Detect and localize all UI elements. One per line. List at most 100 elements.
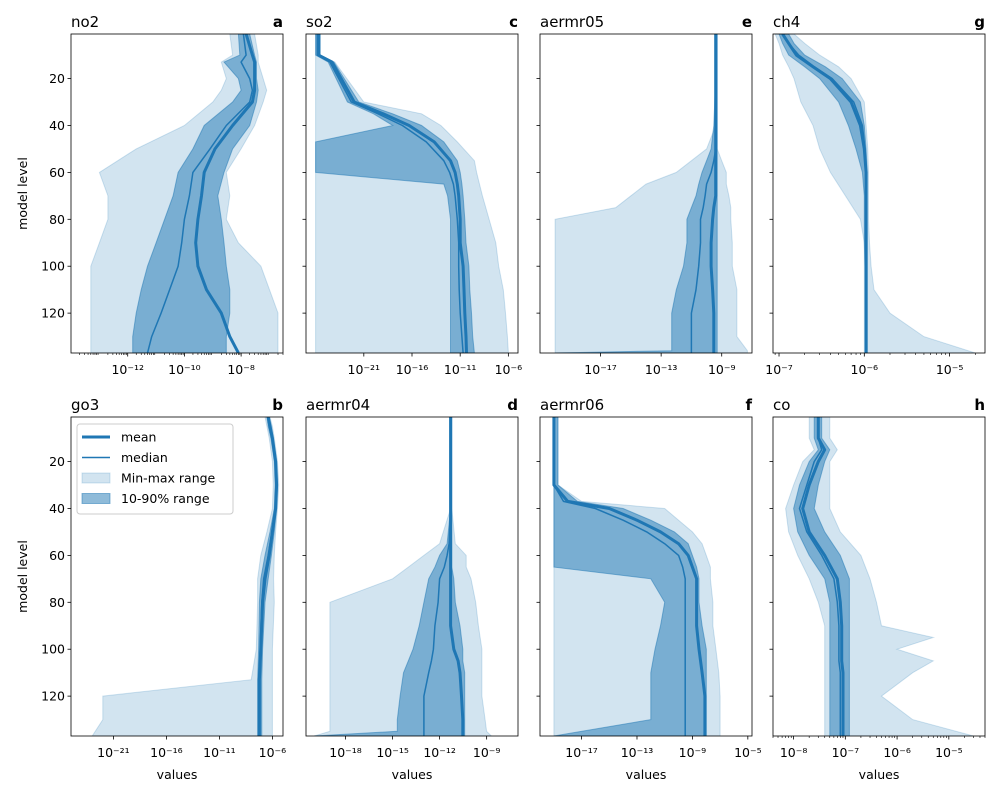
y-tick-label: 60 [49,548,65,563]
x-tick-label: 10⁻⁶ [495,362,523,377]
plot-area [91,417,280,736]
x-tick-label: 10⁻¹³ [645,362,678,377]
plot-area [314,417,493,736]
panel-letter: e [742,13,752,31]
panel-title: ch4 [773,13,800,31]
axes-frame [539,416,753,737]
panel-title: so2 [306,13,333,31]
legend-label: median [121,450,168,465]
x-axis-label: values [859,767,900,782]
y-tick-label: 60 [49,165,65,180]
x-tick-label: 10⁻⁹ [473,745,501,760]
panel-letter: d [507,396,518,414]
x-tick-label: 10⁻¹⁸ [329,745,362,760]
median-line [316,34,464,353]
x-tick-label: 10⁻¹³ [621,745,654,760]
mean-line [552,417,707,736]
x-axis-label: values [392,767,433,782]
panel-letter: g [974,13,985,31]
x-tick-label: 10⁻⁹ [708,362,736,377]
y-tick-label: 100 [41,259,65,274]
pct-band [778,34,868,353]
median-line [553,417,686,736]
panel-aermr05: 10⁻¹⁷ 10⁻¹³ 10⁻⁹ aermr05 e [536,13,753,377]
x-axis-label: values [157,767,198,782]
y-tick-label: 40 [49,501,65,516]
y-tick-label: 80 [49,595,65,610]
x-tick-label: 10⁻⁶ [883,745,911,760]
mean-line [317,34,468,353]
median-line [146,34,254,353]
legend-label: Min-max range [121,471,216,486]
panel-so2: 10⁻²¹ 10⁻¹⁶ 10⁻¹¹ 10⁻⁶ so2 c [302,13,523,377]
y-axis-label: model level [15,157,30,230]
mean-line [257,417,279,736]
x-tick-label: 10⁻⁷ [765,362,793,377]
x-tick-label: 10⁻¹¹ [203,745,236,760]
x-tick-label: 10⁻⁷ [832,745,860,760]
minmax-band [554,34,748,353]
mean-line [781,34,868,353]
x-tick-label: 10⁻²¹ [97,745,130,760]
x-tick-label: 10⁻¹⁵ [376,745,409,760]
legend-label: 10-90% range [121,491,210,506]
panel-title: aermr06 [540,396,604,414]
mean-line [449,417,465,736]
panel-no2: 20 40 60 80 100 120 10⁻¹² 10⁻¹⁰ 10⁻⁸ no2 a model le… [15,13,284,377]
x-tick-label: 10⁻¹¹ [444,362,477,377]
y-tick-label: 20 [49,71,65,86]
y-tick-label: 40 [49,118,65,133]
x-axis-label: values [626,767,667,782]
x-tick-label: 10⁻¹⁰ [168,362,201,377]
y-tick-label: 100 [41,642,65,657]
panel-title: go3 [71,396,99,414]
axes-frame [772,33,986,354]
legend-box [76,423,234,515]
x-tick-label: 10⁻⁸ [227,362,255,377]
legend-minmax-swatch [81,472,111,484]
plot-area [785,417,974,736]
legend-label: mean [121,430,156,445]
median-line [798,417,842,736]
plot-area [315,34,509,353]
plot-area [554,34,748,353]
pct-band [132,34,259,353]
axes-frame [70,416,284,737]
panel-ch4: 10⁻⁷ 10⁻⁶ 10⁻⁵ ch4 g [765,13,986,377]
panel-title: aermr04 [306,396,370,414]
axes-frame [305,416,519,737]
x-tick-label: 10⁻⁵ [935,745,963,760]
x-tick-label: 10⁻⁹ [679,745,707,760]
x-tick-label: 10⁻²¹ [348,362,381,377]
panel-letter: h [974,396,985,414]
panel-letter: a [273,13,283,31]
x-tick-label: 10⁻¹² [423,745,456,760]
x-tick-label: 10⁻¹⁷ [584,362,617,377]
x-tick-label: 10⁻⁵ [936,362,964,377]
pct-band [553,417,707,736]
x-tick-label: 10⁻¹⁶ [150,745,183,760]
mean-line [801,417,845,736]
x-tick-label: 10⁻¹⁶ [396,362,429,377]
x-tick-label: 10⁻⁵ [734,745,762,760]
axes-frame [539,33,753,354]
axes-frame [772,416,986,737]
panel-title: no2 [71,13,99,31]
x-tick-label: 10⁻⁶ [259,745,287,760]
x-tick-label: 10⁻¹² [111,362,144,377]
legend: mean median Min-max range 10-90% range [76,423,234,515]
x-tick-label: 10⁻⁶ [851,362,879,377]
panel-letter: b [272,396,283,414]
axes-frame [70,33,284,354]
panel-co: 10⁻⁸ 10⁻⁷ 10⁻⁶ 10⁻⁵ co h values [769,396,986,782]
panel-aermr06: 10⁻¹⁷ 10⁻¹³ 10⁻⁹ 10⁻⁵ aermr06 f values [536,396,762,782]
y-tick-label: 20 [49,454,65,469]
median-line [423,417,452,736]
panel-letter: c [509,13,518,31]
y-tick-label: 120 [41,689,65,704]
panel-letter: f [745,396,752,414]
minmax-band [774,34,976,353]
panel-go3: 20 40 60 80 100 120 10⁻²¹ 10⁻¹⁶ 10⁻¹¹ 10⁻⁶ go3 b mod… [15,396,286,782]
y-tick-label: 80 [49,212,65,227]
